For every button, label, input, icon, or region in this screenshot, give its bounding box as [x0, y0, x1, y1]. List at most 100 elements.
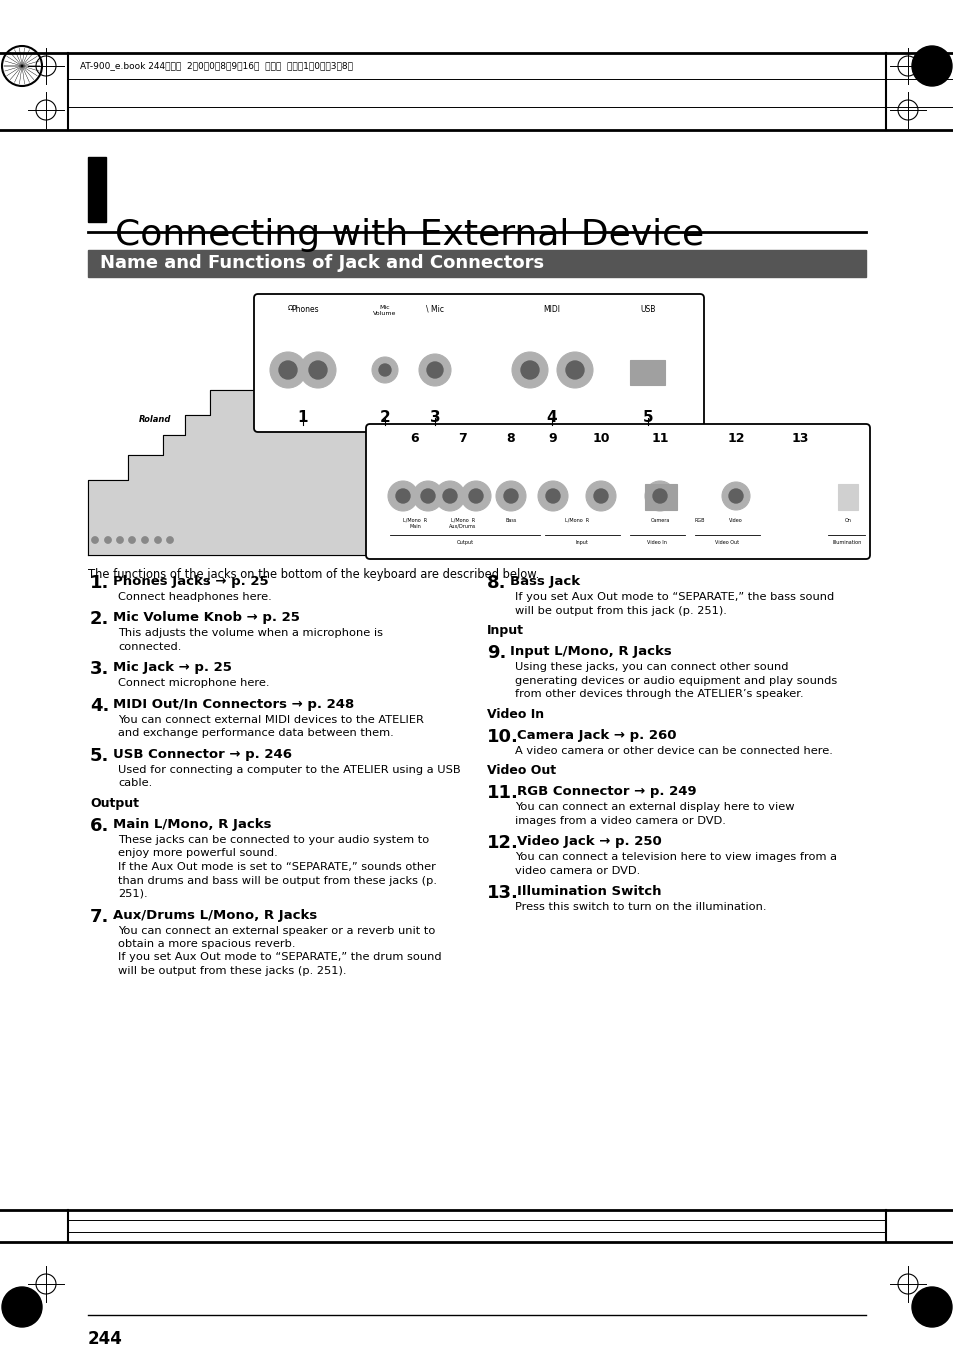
- Text: Aux/Drums L/Mono, R Jacks: Aux/Drums L/Mono, R Jacks: [112, 908, 317, 921]
- Text: If you set Aux Out mode to “SEPARATE,” the drum sound: If you set Aux Out mode to “SEPARATE,” t…: [118, 952, 441, 962]
- Text: 8.: 8.: [486, 574, 506, 592]
- Text: 10: 10: [592, 431, 609, 444]
- Text: 5: 5: [642, 411, 653, 426]
- Circle shape: [420, 489, 435, 503]
- Text: Illumination: Illumination: [832, 540, 861, 544]
- Circle shape: [545, 489, 559, 503]
- Circle shape: [721, 482, 749, 509]
- Bar: [837, 484, 857, 509]
- Circle shape: [652, 489, 666, 503]
- Text: L/Mono  R
Aux/Drums: L/Mono R Aux/Drums: [449, 517, 476, 528]
- Text: will be output from these jacks (p. 251).: will be output from these jacks (p. 251)…: [118, 966, 346, 975]
- Text: enjoy more powerful sound.: enjoy more powerful sound.: [118, 848, 277, 858]
- Text: 7: 7: [458, 431, 467, 444]
- Text: 1: 1: [297, 411, 308, 426]
- Circle shape: [585, 481, 616, 511]
- Text: Video Out: Video Out: [714, 540, 739, 544]
- Text: 5.: 5.: [90, 747, 110, 765]
- Text: MIDI Out/In Connectors → p. 248: MIDI Out/In Connectors → p. 248: [112, 698, 354, 711]
- Text: This adjusts the volume when a microphone is: This adjusts the volume when a microphon…: [118, 628, 382, 639]
- Text: 11: 11: [651, 431, 668, 444]
- Text: 251).: 251).: [118, 889, 148, 898]
- Text: 2: 2: [379, 411, 390, 426]
- Circle shape: [129, 536, 135, 543]
- Circle shape: [496, 481, 525, 511]
- Circle shape: [2, 1288, 42, 1327]
- Text: Input: Input: [575, 540, 588, 544]
- Bar: [629, 359, 664, 385]
- Text: 3: 3: [429, 411, 440, 426]
- Bar: [644, 484, 677, 509]
- Text: connected.: connected.: [118, 642, 181, 653]
- Text: Phones: Phones: [291, 305, 318, 313]
- Text: 3.: 3.: [90, 661, 110, 678]
- Text: Used for connecting a computer to the ATELIER using a USB: Used for connecting a computer to the AT…: [118, 765, 460, 775]
- Text: 6: 6: [410, 431, 419, 444]
- Text: generating devices or audio equipment and play sounds: generating devices or audio equipment an…: [515, 676, 837, 685]
- Text: Camera Jack → p. 260: Camera Jack → p. 260: [517, 728, 676, 742]
- Text: 4: 4: [546, 411, 557, 426]
- Text: You can connect a television here to view images from a: You can connect a television here to vie…: [515, 852, 836, 862]
- Circle shape: [378, 363, 391, 376]
- Text: Connect headphones here.: Connect headphones here.: [118, 592, 272, 603]
- Text: The functions of the jacks on the bottom of the keyboard are described below.: The functions of the jacks on the bottom…: [88, 567, 538, 581]
- Circle shape: [442, 489, 456, 503]
- Text: obtain a more spacious reverb.: obtain a more spacious reverb.: [118, 939, 295, 948]
- Text: RGB Connector → p. 249: RGB Connector → p. 249: [517, 785, 696, 798]
- Text: 9.: 9.: [486, 644, 506, 662]
- Text: 1.: 1.: [90, 574, 110, 592]
- Circle shape: [418, 354, 451, 386]
- Text: Illumination Switch: Illumination Switch: [517, 885, 660, 898]
- Circle shape: [911, 46, 951, 86]
- Polygon shape: [88, 350, 370, 555]
- Circle shape: [105, 536, 112, 543]
- Text: These jacks can be connected to your audio system to: These jacks can be connected to your aud…: [118, 835, 429, 844]
- Text: Video Out: Video Out: [486, 765, 556, 777]
- Text: Video Jack → p. 250: Video Jack → p. 250: [517, 835, 661, 848]
- Text: USB Connector → p. 246: USB Connector → p. 246: [112, 748, 292, 761]
- Circle shape: [728, 489, 742, 503]
- Text: video camera or DVD.: video camera or DVD.: [515, 866, 639, 875]
- Text: 244: 244: [88, 1329, 123, 1348]
- Text: 13.: 13.: [486, 884, 518, 902]
- Text: 6.: 6.: [90, 817, 110, 835]
- Text: Mic
Volume: Mic Volume: [373, 305, 396, 316]
- Text: USB: USB: [639, 305, 655, 313]
- Text: You can connect external MIDI devices to the ATELIER: You can connect external MIDI devices to…: [118, 715, 423, 725]
- Text: Bass: Bass: [505, 517, 517, 523]
- Circle shape: [270, 353, 306, 388]
- Circle shape: [116, 536, 123, 543]
- Text: cable.: cable.: [118, 778, 152, 789]
- Text: Video In: Video In: [646, 540, 666, 544]
- Text: Camera: Camera: [650, 517, 669, 523]
- Text: RGB: RGB: [694, 517, 704, 523]
- Circle shape: [395, 489, 410, 503]
- Text: 7.: 7.: [90, 908, 110, 925]
- Text: Bass Jack: Bass Jack: [510, 576, 579, 588]
- Circle shape: [520, 361, 538, 380]
- Text: 4.: 4.: [90, 697, 110, 715]
- Text: Video In: Video In: [486, 708, 543, 720]
- Circle shape: [565, 361, 583, 380]
- Text: 12: 12: [726, 431, 744, 444]
- Circle shape: [644, 481, 675, 511]
- Text: If the Aux Out mode is set to “SEPARATE,” sounds other: If the Aux Out mode is set to “SEPARATE,…: [118, 862, 436, 871]
- Circle shape: [503, 489, 517, 503]
- FancyBboxPatch shape: [366, 424, 869, 559]
- Text: will be output from this jack (p. 251).: will be output from this jack (p. 251).: [515, 605, 726, 616]
- Text: 10.: 10.: [486, 727, 518, 746]
- Text: If you set Aux Out mode to “SEPARATE,” the bass sound: If you set Aux Out mode to “SEPARATE,” t…: [515, 592, 833, 603]
- Text: than drums and bass will be output from these jacks (p.: than drums and bass will be output from …: [118, 875, 436, 885]
- Bar: [88, 250, 865, 277]
- Circle shape: [435, 481, 464, 511]
- Circle shape: [557, 353, 593, 388]
- Circle shape: [154, 536, 161, 543]
- Circle shape: [278, 361, 296, 380]
- Text: Video: Video: [728, 517, 742, 523]
- Text: 2.: 2.: [90, 611, 110, 628]
- Text: A video camera or other device can be connected here.: A video camera or other device can be co…: [515, 746, 832, 755]
- Text: 11.: 11.: [486, 784, 518, 802]
- Text: Connect microphone here.: Connect microphone here.: [118, 678, 269, 689]
- Text: You can connect an external speaker or a reverb unit to: You can connect an external speaker or a…: [118, 925, 435, 935]
- Text: Connecting with External Device: Connecting with External Device: [115, 218, 703, 253]
